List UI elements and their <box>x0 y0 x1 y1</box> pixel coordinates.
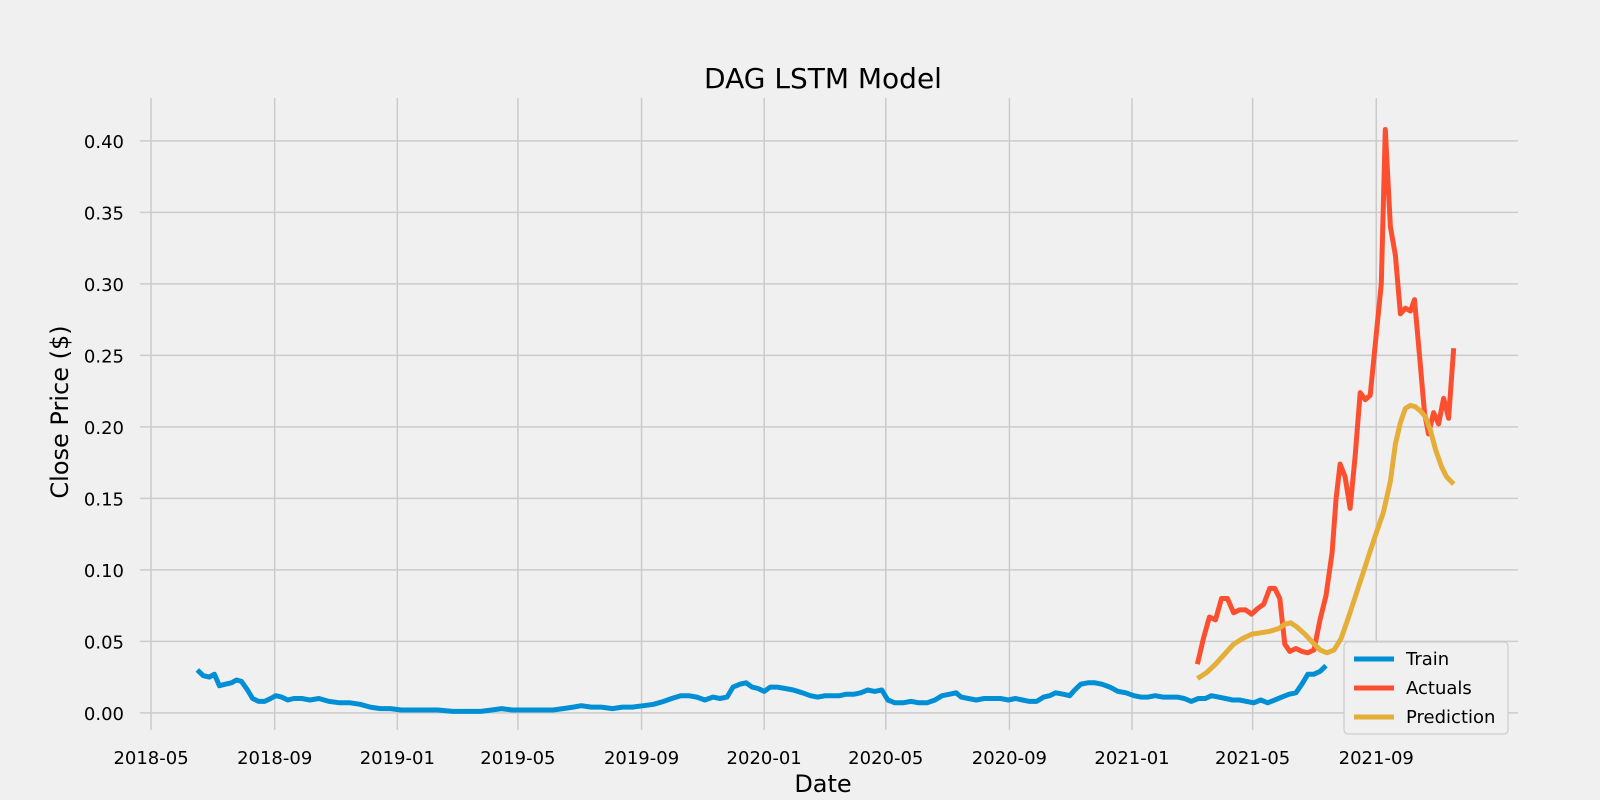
x-tick-label: 2020-09 <box>972 748 1047 769</box>
legend: Train Actuals Prediction <box>1343 641 1509 735</box>
y-tick-label: 0.35 <box>84 203 124 224</box>
chart-title: DAG LSTM Model <box>704 62 942 95</box>
x-axis-label: Date <box>794 770 851 798</box>
x-tick-label: 2020-05 <box>848 748 923 769</box>
legend-label-actuals: Actuals <box>1406 678 1472 699</box>
y-tick-label: 0.25 <box>84 346 124 367</box>
x-tick-label: 2019-09 <box>604 748 679 769</box>
y-tick-label: 0.15 <box>84 489 124 510</box>
x-tick-label: 2018-09 <box>237 748 312 769</box>
series-line-actuals <box>1194 127 1457 665</box>
y-tick-label: 0.05 <box>84 632 124 653</box>
y-tick-label: 0.00 <box>84 704 124 725</box>
y-tick-label: 0.40 <box>84 132 124 153</box>
series-line-prediction <box>1196 402 1456 681</box>
y-tick-label: 0.10 <box>84 561 124 582</box>
x-tick-label: 2021-05 <box>1215 748 1290 769</box>
legend-box <box>1343 641 1509 735</box>
x-tick-label: 2021-01 <box>1094 748 1169 769</box>
y-tick-label: 0.30 <box>84 275 124 296</box>
y-axis-label: Close Price ($) <box>46 325 74 498</box>
series-line-train <box>195 663 1328 714</box>
x-tick-label: 2020-01 <box>727 748 802 769</box>
legend-label-prediction: Prediction <box>1406 707 1495 728</box>
x-tick-label: 2019-01 <box>360 748 435 769</box>
y-tick-label: 0.20 <box>84 418 124 439</box>
grid <box>140 98 1518 730</box>
x-tick-label: 2021-09 <box>1339 748 1414 769</box>
legend-label-train: Train <box>1405 649 1449 670</box>
x-tick-label: 2019-05 <box>480 748 555 769</box>
x-tick-label: 2018-05 <box>113 748 188 769</box>
tick-labels: 2018-05 2018-09 2019-01 2019-05 2019-09 2020-… <box>84 132 1414 769</box>
series-lines <box>195 127 1457 714</box>
